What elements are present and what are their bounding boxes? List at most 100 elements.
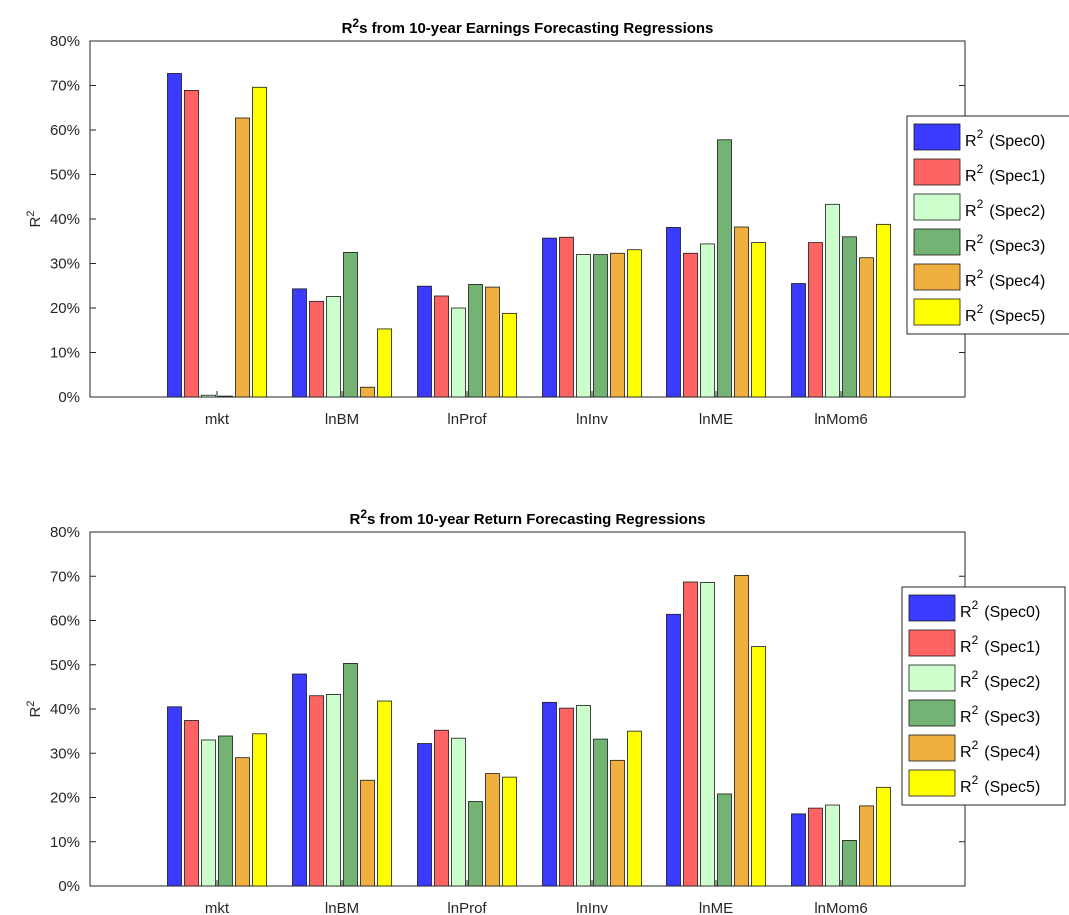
y-tick-label: 50% xyxy=(50,167,80,184)
y-tick-label: 0% xyxy=(58,878,80,895)
bar-spec5-lninv xyxy=(627,730,642,887)
bar-spec5-mkt xyxy=(252,86,267,398)
bar-spec1-lnmom6 xyxy=(808,242,823,398)
bar-spec2-lnprof xyxy=(451,737,466,887)
legend-swatch-spec1 xyxy=(908,629,956,657)
legend-label-spec2: R2 (Spec2) xyxy=(960,668,1040,691)
bar-spec5-lnprof xyxy=(502,776,517,887)
legend-swatch-spec4 xyxy=(913,263,961,291)
bar-spec0-lnprof xyxy=(417,743,432,887)
bar-spec3-lnme xyxy=(717,793,732,887)
bar-spec5-lnprof xyxy=(502,312,517,398)
bar-spec4-lnbm xyxy=(360,386,375,398)
bar-spec4-lnbm xyxy=(360,779,375,887)
y-tick-label: 0% xyxy=(58,389,80,406)
bar-spec5-lnme xyxy=(751,646,766,887)
bar-spec1-lnmom6 xyxy=(808,807,823,887)
bar-spec3-lnbm xyxy=(343,663,358,887)
bar-spec3-lnmom6 xyxy=(842,236,857,398)
chart-title-rest: s from 10-year Earnings Forecasting Regr… xyxy=(359,20,713,37)
bar-spec3-lnprof xyxy=(468,284,483,398)
legend-label-spec1: R2 (Spec1) xyxy=(960,633,1040,656)
y-tick-label: 30% xyxy=(50,745,80,762)
bar-spec5-lnbm xyxy=(377,328,392,398)
legend-label-spec3: R2 (Spec3) xyxy=(960,703,1040,726)
bar-spec2-mkt xyxy=(201,394,216,398)
bar-spec0-lnmom6 xyxy=(791,283,806,398)
legend-swatch-spec5 xyxy=(908,769,956,797)
legend-label-spec5: R2 (Spec5) xyxy=(960,773,1040,796)
bar-spec0-lnmom6 xyxy=(791,813,806,887)
bar-spec3-lninv xyxy=(593,254,608,398)
y-tick-label: 50% xyxy=(50,657,80,674)
x-tick-label: lnME xyxy=(699,900,733,915)
bar-spec2-lnme xyxy=(700,582,715,887)
legend: R2 (Spec0) R2 (Spec1) R2 (Spec2) R2 (Spec3) R2 (S… xyxy=(906,115,1069,335)
y-axis-label: R2 xyxy=(25,701,44,718)
bar-spec5-lnmom6 xyxy=(876,786,891,887)
bar-spec0-lninv xyxy=(542,237,557,398)
bar-spec4-lnmom6 xyxy=(859,805,874,887)
bar-spec1-lninv xyxy=(559,236,574,398)
x-tick-label: mkt xyxy=(205,900,230,915)
bar-spec2-lnme xyxy=(700,243,715,398)
bar-spec2-lnprof xyxy=(451,307,466,398)
y-tick-label: 80% xyxy=(50,33,80,50)
legend-label-spec3: R2 (Spec3) xyxy=(965,232,1045,255)
x-tick-label: lnMom6 xyxy=(814,411,867,428)
bar-spec2-lninv xyxy=(576,705,591,887)
bar-spec3-lnprof xyxy=(468,801,483,887)
bar-spec5-lnmom6 xyxy=(876,223,891,398)
legend-swatch-spec3 xyxy=(908,699,956,727)
bar-spec0-lnme xyxy=(666,613,681,887)
legend-label-spec1: R2 (Spec1) xyxy=(965,162,1045,185)
legend-swatch-spec4 xyxy=(908,734,956,762)
legend-swatch-spec2 xyxy=(908,664,956,692)
bar-spec4-lnmom6 xyxy=(859,257,874,398)
legend-label-spec4: R2 (Spec4) xyxy=(960,738,1040,761)
y-tick-label: 20% xyxy=(50,790,80,807)
bar-spec4-lnprof xyxy=(485,286,500,398)
bar-spec1-lnme xyxy=(683,252,698,398)
legend-label-spec0: R2 (Spec0) xyxy=(965,127,1045,150)
legend-box xyxy=(906,115,1069,335)
y-tick-label: 10% xyxy=(50,834,80,851)
bar-spec3-mkt xyxy=(218,735,233,887)
x-tick-label: lnProf xyxy=(447,900,487,915)
chart-title: R2s from 10-year Earnings Forecasting Re… xyxy=(342,16,714,37)
bar-spec4-lninv xyxy=(610,759,625,887)
bar-spec2-lninv xyxy=(576,254,591,398)
x-tick-label: mkt xyxy=(205,411,230,428)
y-axis-label-main: R xyxy=(27,706,44,717)
bar-spec1-lninv xyxy=(559,707,574,887)
chart-title-sup: 2 xyxy=(352,16,359,30)
legend-swatch-spec0 xyxy=(913,123,961,151)
y-tick-label: 70% xyxy=(50,78,80,95)
bar-spec1-lnbm xyxy=(309,695,324,887)
bar-spec3-lninv xyxy=(593,738,608,887)
bar-spec4-lninv xyxy=(610,252,625,398)
bar-spec0-lnbm xyxy=(292,673,307,887)
bar-spec0-lnbm xyxy=(292,288,307,398)
bar-spec0-mkt xyxy=(167,706,182,887)
y-tick-label: 60% xyxy=(50,613,80,630)
chart-1: R2s from 10-year Earnings Forecasting Re… xyxy=(25,16,1069,428)
legend-label-spec5: R2 (Spec5) xyxy=(965,302,1045,325)
bar-spec4-lnme xyxy=(734,226,749,398)
bar-spec1-lnprof xyxy=(434,295,449,398)
bar-spec1-mkt xyxy=(184,89,199,398)
chart-title-main: R xyxy=(342,20,353,37)
legend-swatch-spec2 xyxy=(913,193,961,221)
bar-spec5-lnbm xyxy=(377,700,392,887)
bar-spec2-mkt xyxy=(201,739,216,887)
bar-spec4-mkt xyxy=(235,757,250,887)
y-tick-label: 20% xyxy=(50,300,80,317)
bar-spec5-lnme xyxy=(751,242,766,398)
y-axis-label-sup: 2 xyxy=(25,211,37,217)
bar-spec2-lnbm xyxy=(326,693,341,887)
y-tick-label: 30% xyxy=(50,256,80,273)
y-tick-label: 70% xyxy=(50,568,80,585)
bar-spec2-lnbm xyxy=(326,296,341,398)
x-tick-label: lnME xyxy=(699,411,733,428)
